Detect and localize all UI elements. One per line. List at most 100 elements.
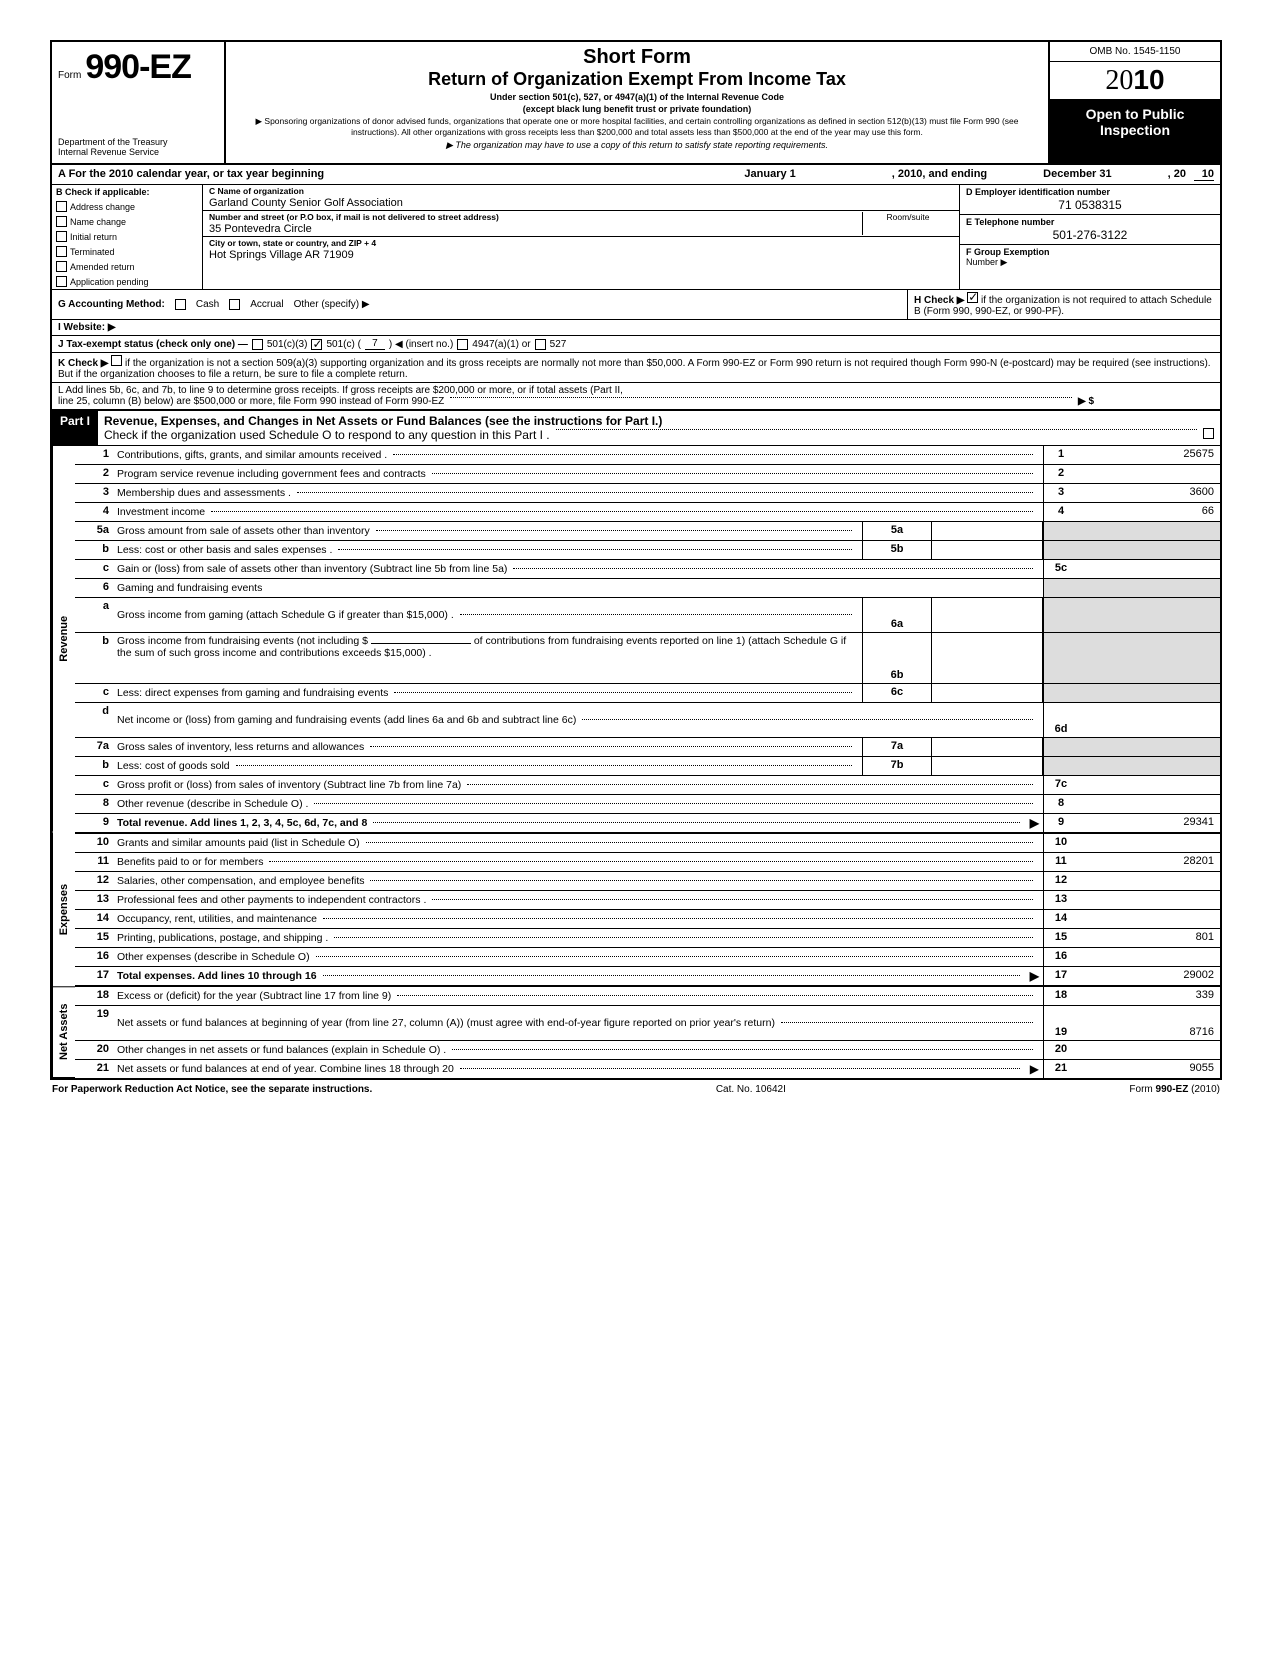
header-right: OMB No. 1545-1150 2010 Open to Public In… [1048,42,1220,163]
desc-21: Net assets or fund balances at end of ye… [117,1063,454,1075]
org-name-label: C Name of organization [209,186,953,196]
desc-7b: Less: cost of goods sold [117,760,230,772]
val-2 [1078,465,1220,483]
k-text: if the organization is not a section 509… [58,358,1211,380]
rows-area: 1Contributions, gifts, grants, and simil… [75,446,1220,1078]
chk-cash[interactable] [175,299,186,310]
chk-4947[interactable] [457,339,468,350]
chk-initial-return[interactable] [56,231,67,242]
501c-number: 7 [365,338,385,350]
h-label: H Check ▶ [914,295,964,306]
lbl-527: 527 [550,339,567,350]
val-13 [1078,891,1220,909]
chk-527[interactable] [535,339,546,350]
chk-name-change[interactable] [56,216,67,227]
desc-11: Benefits paid to or for members [117,856,263,868]
lbl-terminated: Terminated [70,247,115,257]
desc-6d: Net income or (loss) from gaming and fun… [117,714,576,726]
val-16 [1078,948,1220,966]
col-b-title: B Check if applicable: [52,185,202,199]
section-a-label: A For the 2010 calendar year, or tax yea… [58,168,324,180]
year-mid: , 2010, and ending [892,168,987,180]
val-9: 29341 [1078,814,1220,832]
footer-form-year: (2010) [1188,1084,1220,1095]
row-6: 6Gaming and fundraising events [75,579,1220,598]
form-prefix: Form [58,70,81,81]
row-17: 17Total expenses. Add lines 10 through 1… [75,967,1220,987]
desc-18: Excess or (deficit) for the year (Subtra… [117,990,391,1002]
val-3: 3600 [1078,484,1220,502]
desc-5b: Less: cost or other basis and sales expe… [117,544,332,556]
chk-schedule-b[interactable] [967,292,978,303]
year-suffix: 10 [1133,64,1164,95]
col-b: B Check if applicable: Address change Na… [52,185,203,289]
section-a-row: A For the 2010 calendar year, or tax yea… [50,165,1222,185]
l-arrow: ▶ $ [1078,396,1094,407]
desc-19: Net assets or fund balances at beginning… [117,1017,775,1029]
year-end: December 31 [1043,168,1112,180]
under-section: Under section 501(c), 527, or 4947(a)(1)… [236,92,1038,102]
desc-15: Printing, publications, postage, and shi… [117,932,328,944]
val-11: 28201 [1078,853,1220,871]
row-7a: 7aGross sales of inventory, less returns… [75,738,1220,757]
part-1-check-text: Check if the organization used Schedule … [104,428,550,442]
desc-7c: Gross profit or (loss) from sales of inv… [117,779,461,791]
chk-application-pending[interactable] [56,276,67,287]
chk-schedule-o[interactable] [1203,428,1214,439]
lbl-501c-close: ) ◀ (insert no.) [389,339,453,350]
row-21: 21Net assets or fund balances at end of … [75,1060,1220,1078]
desc-16: Other expenses (describe in Schedule O) [117,951,310,963]
city-label: City or town, state or country, and ZIP … [209,238,953,248]
ein-label: D Employer identification number [966,187,1214,197]
l-text-2: line 25, column (B) below) are $500,000 … [58,396,444,407]
row-13: 13Professional fees and other payments t… [75,891,1220,910]
chk-terminated[interactable] [56,246,67,257]
open-to-public: Open to Public Inspection [1050,100,1220,163]
row-5c: cGain or (loss) from sale of assets othe… [75,560,1220,579]
val-5c [1078,560,1220,578]
chk-501c[interactable] [311,339,322,350]
line-g-h: G Accounting Method: Cash Accrual Other … [50,290,1222,320]
val-18: 339 [1078,987,1220,1005]
row-2: 2Program service revenue including gover… [75,465,1220,484]
lbl-501c3: 501(c)(3) [267,339,308,350]
line-i: I Website: ▶ [50,320,1222,336]
val-19: 8716 [1078,1006,1220,1040]
part-1-title: Revenue, Expenses, and Changes in Net As… [98,411,1220,445]
phone-label: E Telephone number [966,217,1214,227]
org-name: Garland County Senior Golf Association [209,196,953,209]
val-7c [1078,776,1220,794]
row-6b: b Gross income from fundraising events (… [75,633,1220,684]
line-k: K Check ▶ if the organization is not a s… [50,353,1222,383]
ein-value: 71 0538315 [966,197,1214,212]
addr-label: Number and street (or P.O box, if mail i… [209,212,862,222]
val-12 [1078,872,1220,890]
chk-k[interactable] [111,355,122,366]
val-10 [1078,834,1220,852]
chk-address-change[interactable] [56,201,67,212]
side-revenue: Revenue [52,446,75,832]
group-exempt-number-label: Number ▶ [966,257,1214,268]
chk-501c3[interactable] [252,339,263,350]
g-label: G Accounting Method: [58,299,165,310]
lbl-name-change: Name change [70,217,126,227]
footer-cat: Cat. No. 10642I [716,1084,786,1095]
desc-20: Other changes in net assets or fund bala… [117,1044,446,1056]
website-label: I Website: ▶ [58,322,116,333]
chk-accrual[interactable] [229,299,240,310]
desc-14: Occupancy, rent, utilities, and maintena… [117,913,317,925]
addr-value: 35 Pontevedra Circle [209,222,862,235]
desc-9: Total revenue. Add lines 1, 2, 3, 4, 5c,… [117,817,367,829]
val-8 [1078,795,1220,813]
chk-amended[interactable] [56,261,67,272]
val-21: 9055 [1078,1060,1220,1078]
tax-year: 2010 [1050,62,1220,100]
val-20 [1078,1041,1220,1059]
row-15: 15Printing, publications, postage, and s… [75,929,1220,948]
row-16: 16Other expenses (describe in Schedule O… [75,948,1220,967]
footer-form-number: 990-EZ [1156,1084,1189,1095]
desc-2: Program service revenue including govern… [117,468,426,480]
val-17: 29002 [1078,967,1220,985]
val-14 [1078,910,1220,928]
row-6d: dNet income or (loss) from gaming and fu… [75,703,1220,738]
